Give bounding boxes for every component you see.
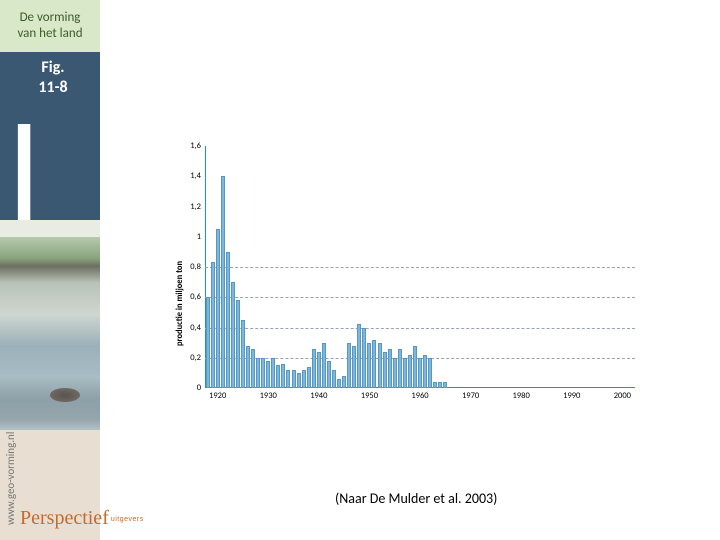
bar: [357, 324, 361, 388]
xtick-label: 1950: [361, 388, 378, 401]
bar: [276, 365, 280, 388]
bar: [413, 346, 417, 388]
slide: De vorming van het land Fig. 11-8 [ www.…: [0, 0, 720, 540]
bar: [281, 364, 285, 388]
chart: productie in miljoen ton 00,20,40,60,811…: [205, 146, 635, 388]
publisher-logo: Perspectiefuitgevers: [20, 507, 144, 530]
xtick-label: 2000: [614, 388, 631, 401]
xtick-label: 1980: [513, 388, 530, 401]
ytick-label: 1: [171, 232, 205, 242]
chart-plot-area: 00,20,40,60,811,21,41,619201930194019501…: [205, 146, 635, 388]
bar: [337, 379, 341, 388]
bar: [378, 343, 382, 388]
bar: [342, 376, 346, 388]
bar: [216, 229, 220, 388]
ytick-label: 0,6: [171, 292, 205, 302]
bar: [347, 343, 351, 388]
bar: [266, 361, 270, 388]
ytick-label: 0,2: [171, 353, 205, 363]
xtick-label: 1930: [260, 388, 277, 401]
bar: [352, 346, 356, 388]
gridline: [205, 297, 635, 298]
ytick-label: 0,8: [171, 262, 205, 272]
bar: [226, 252, 230, 388]
bar: [398, 349, 402, 388]
publisher-name: Perspectief: [20, 507, 109, 529]
header-block: De vorming van het land: [0, 0, 100, 52]
bar: [251, 349, 255, 388]
bar: [246, 346, 250, 388]
bar: [322, 343, 326, 388]
left-sidebar: De vorming van het land Fig. 11-8 [ www.…: [0, 0, 100, 540]
bar: [292, 370, 296, 388]
bar: [332, 370, 336, 388]
site-url: www.geo-vorming.nl: [4, 432, 17, 525]
bar: [438, 382, 442, 388]
publisher-sub: uitgevers: [111, 516, 144, 523]
gridline: [205, 267, 635, 268]
header-line1: De vorming: [20, 10, 81, 26]
xtick-label: 1990: [563, 388, 580, 401]
bar: [261, 358, 265, 388]
bar: [271, 358, 275, 388]
bar: [221, 176, 225, 388]
xtick-label: 1940: [310, 388, 327, 401]
bar: [317, 352, 321, 388]
bar: [428, 358, 432, 388]
bar: [418, 358, 422, 388]
bar: [236, 300, 240, 388]
xtick-label: 1970: [462, 388, 479, 401]
ytick-label: 1,4: [171, 171, 205, 181]
figure-label: Fig. 11-8: [18, 58, 88, 98]
xtick-label: 1920: [209, 388, 226, 401]
bracket-icon: [: [6, 124, 60, 234]
ytick-label: 0,4: [171, 323, 205, 333]
bar: [312, 349, 316, 388]
bar: [307, 367, 311, 388]
chart-ylabel: productie in miljoen ton: [175, 261, 185, 346]
bar: [206, 297, 210, 388]
bar: [403, 358, 407, 388]
xtick-label: 1960: [411, 388, 428, 401]
bar: [367, 343, 371, 388]
bar: [408, 355, 412, 388]
ytick-label: 1,2: [171, 202, 205, 212]
header-line2: van het land: [17, 26, 82, 42]
bar: [433, 382, 437, 388]
ytick-label: 0: [171, 383, 205, 393]
bar: [393, 358, 397, 388]
bar: [372, 340, 376, 388]
bar: [443, 382, 447, 388]
bar: [327, 361, 331, 388]
figure-label-line2: 11-8: [38, 78, 67, 97]
bar: [383, 352, 387, 388]
bar: [388, 349, 392, 388]
caption: (Naar De Mulder et al. 2003): [335, 490, 497, 507]
figure-label-line1: Fig.: [41, 58, 64, 77]
bar: [241, 320, 245, 388]
bar: [302, 370, 306, 388]
bar: [231, 282, 235, 388]
sidebar-photo: [0, 220, 100, 430]
bar: [211, 262, 215, 388]
bar: [362, 328, 366, 389]
gridline: [205, 328, 635, 329]
bar: [286, 370, 290, 388]
bar: [423, 355, 427, 388]
bar: [256, 358, 260, 388]
bar: [297, 373, 301, 388]
ytick-label: 1,6: [171, 141, 205, 151]
